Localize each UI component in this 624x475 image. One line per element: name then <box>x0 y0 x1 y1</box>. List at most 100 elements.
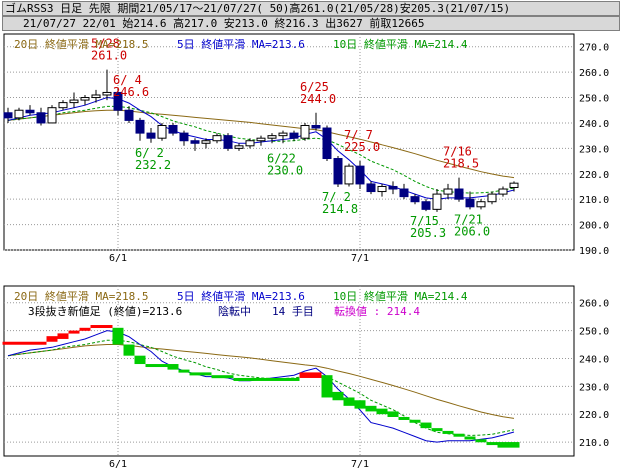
p1-y-tick-label: 260.0 <box>579 68 609 79</box>
annotation-date: 6/ 4 <box>113 73 142 87</box>
line-break-brick <box>222 375 234 379</box>
candle-body <box>465 198 475 208</box>
annotation-date: 7/16 <box>443 145 472 159</box>
candle-body <box>410 196 420 203</box>
line-break-brick <box>420 422 432 429</box>
candle-body <box>278 132 288 137</box>
p2-status-label: 3段抜き新値足 (終値)=213.6 <box>28 304 182 318</box>
candle-body <box>355 165 365 185</box>
line-break-brick <box>464 436 476 440</box>
line-break-brick <box>233 377 245 381</box>
annotation-price: 232.2 <box>135 158 171 172</box>
annotation-price: 206.0 <box>454 224 490 238</box>
p1-y-tick-label: 210.0 <box>579 195 609 206</box>
candle-body <box>135 119 145 134</box>
line-break-brick <box>376 408 388 415</box>
line-break-brick <box>321 375 333 398</box>
p2-status-reversal: 転換値 : 214.4 <box>334 305 420 318</box>
candle-body <box>421 201 431 210</box>
p2-legend-1: 5日 終値平滑 MA=213.6 <box>177 289 305 303</box>
line-break-brick <box>255 377 267 381</box>
line-break-brick <box>46 336 58 342</box>
p2-x-tick-label: 6/1 <box>109 459 127 470</box>
candle-body <box>223 135 233 149</box>
line-break-brick <box>288 377 300 381</box>
annotation-date: 5/28 <box>91 37 120 51</box>
p1-y-tick-label: 240.0 <box>579 119 609 130</box>
line-break-brick <box>365 405 377 412</box>
annotation-date: 6/22 <box>267 151 296 165</box>
candlestick-panel: 270.0 260.0 250.0 240.0 230.0 220.0 210.0 200.0… <box>3 33 609 264</box>
candle-body <box>333 158 343 185</box>
candle-body <box>509 182 519 188</box>
p1-y-tick-label: 270.0 <box>579 43 609 54</box>
candle-body <box>256 137 266 142</box>
candle-body <box>157 124 167 139</box>
annotation-date: 7/ 2 <box>322 190 351 204</box>
p1-x-tick-label: 6/1 <box>109 253 127 264</box>
p2-y-tick-label: 260.0 <box>579 299 609 310</box>
line-break-brick <box>68 330 80 334</box>
chart-period-text: ゴムRSS3 日足 先限 期間21/05/17～21/07/27( 50)高26… <box>5 2 511 15</box>
line-break-brick <box>57 333 69 339</box>
line-break-panel: 260.0 250.0 240.0 230.0 220.0 210.0 6/1 7/1 20日 … <box>2 285 609 470</box>
p1-y-tick-label: 230.0 <box>579 144 609 155</box>
p2-ma10-line <box>7 339 515 436</box>
candle-body <box>36 112 46 124</box>
candle-body <box>300 124 310 139</box>
candle-body <box>443 188 453 195</box>
annotation-price: 230.0 <box>267 163 303 177</box>
line-break-brick <box>101 325 113 329</box>
candle-body <box>377 185 387 193</box>
annotation-date: 6/ 2 <box>135 146 164 160</box>
annotation-price: 205.3 <box>410 226 446 240</box>
p1-ma20-line <box>7 109 515 179</box>
line-break-brick <box>409 419 421 423</box>
p2-plot-area <box>3 285 575 457</box>
p1-legend-0: 20日 終値平滑 MA=218.5 <box>14 37 148 51</box>
annotation-price: 218.5 <box>443 157 479 171</box>
line-break-brick <box>398 416 410 420</box>
p2-y-tick-label: 230.0 <box>579 382 609 393</box>
line-break-brick <box>156 364 168 368</box>
p2-ma20-line <box>7 344 515 419</box>
p2-y-tick-label: 240.0 <box>579 354 609 365</box>
p1-legend-1: 5日 終値平滑 MA=213.6 <box>177 37 305 51</box>
p1-y-tick-label: 200.0 <box>579 221 609 232</box>
candle-body <box>146 132 156 139</box>
candle-body <box>432 193 442 210</box>
line-break-brick <box>79 327 91 331</box>
candle-body <box>498 188 508 195</box>
line-break-brick <box>442 430 454 434</box>
candle-body <box>58 102 68 109</box>
line-break-brick <box>2 341 14 345</box>
line-break-brick <box>211 375 223 379</box>
p1-ma10-line <box>7 105 515 194</box>
line-break-brick <box>244 377 256 381</box>
annotation-date: 7/21 <box>454 212 483 226</box>
chart-ohlc-text: 21/07/27 22/01 始214.6 高217.0 安213.0 終216… <box>23 17 425 30</box>
p2-legend-2: 10日 終値平滑 MA=214.4 <box>333 289 468 303</box>
candle-body <box>47 107 57 124</box>
annotation-price: 225.0 <box>344 140 380 154</box>
candle-body <box>113 91 123 111</box>
p1-y-tick-label: 220.0 <box>579 170 609 181</box>
chart-header-line2: 21/07/27 22/01 始214.6 高217.0 安213.0 終216… <box>2 16 620 31</box>
line-break-brick <box>90 325 102 329</box>
candle-body <box>399 188 409 198</box>
line-break-brick <box>134 355 146 365</box>
candle-body <box>267 135 277 139</box>
candle-body <box>201 140 211 144</box>
annotation-date: 7/15 <box>410 214 439 228</box>
line-break-brick <box>277 377 289 381</box>
candle-body <box>102 91 112 96</box>
line-break-brick <box>266 377 278 381</box>
line-break-brick <box>35 341 47 345</box>
annotation-date: 7/ 7 <box>344 128 373 142</box>
line-break-brick <box>112 327 124 345</box>
line-break-brick <box>475 439 487 443</box>
annotation-price: 246.6 <box>113 85 149 99</box>
candle-body <box>245 140 255 147</box>
candle-body <box>289 132 299 139</box>
